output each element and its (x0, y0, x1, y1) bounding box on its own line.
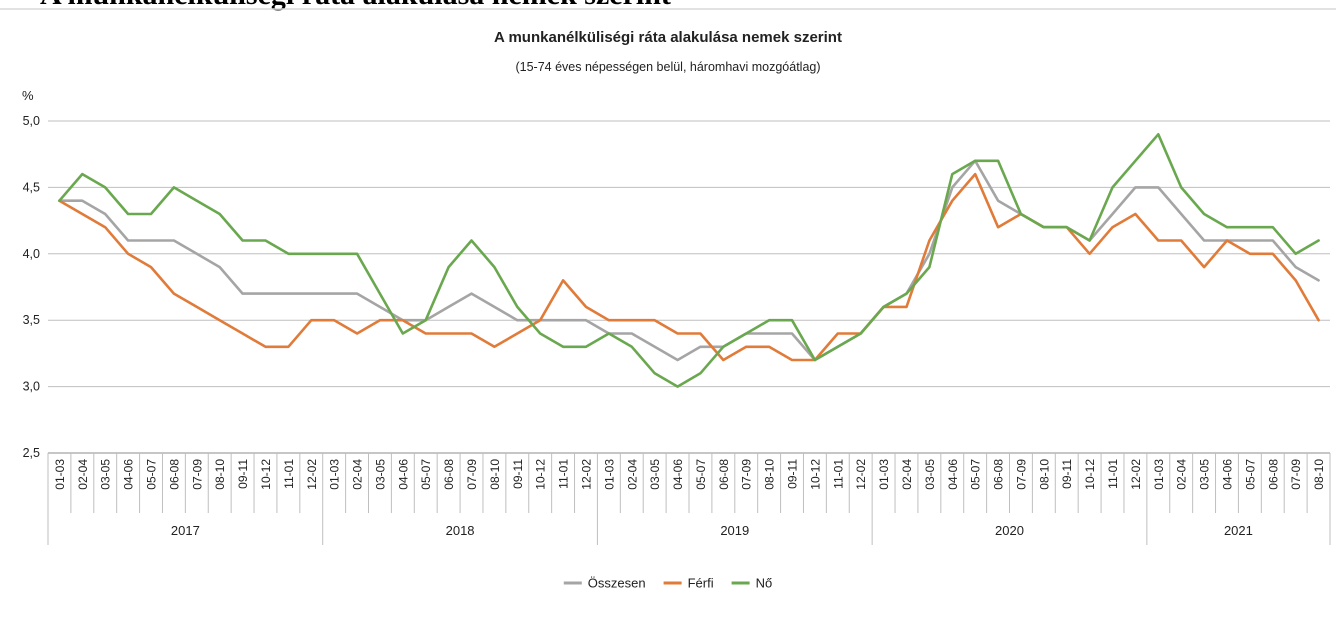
year-label: 2019 (720, 523, 749, 538)
year-label: 2018 (446, 523, 475, 538)
x-tick-label: 08-10 (763, 459, 777, 490)
x-tick-label: 09-11 (786, 459, 800, 489)
x-tick-label: 02-04 (900, 459, 914, 490)
x-tick-label: 09-11 (236, 459, 250, 489)
x-tick-label: 11-01 (1106, 459, 1120, 489)
y-tick-label: 3,0 (23, 380, 40, 394)
x-tick-label: 05-07 (1243, 459, 1257, 490)
x-tick-label: 04-06 (122, 459, 136, 490)
year-label: 2021 (1224, 523, 1253, 538)
x-tick-label: 07-09 (190, 459, 204, 490)
x-tick-label: 04-06 (396, 459, 410, 490)
x-tick-label: 06-08 (992, 459, 1006, 490)
y-tick-labels: 2,5 3,0 3,5 4,0 4,5 5,0 (23, 114, 40, 460)
y-tick-label: 5,0 (23, 114, 40, 128)
x-tick-label: 02-04 (625, 459, 639, 490)
x-tick-label: 05-07 (145, 459, 159, 490)
legend-label: Összesen (588, 576, 646, 591)
x-tick-label: 07-09 (1014, 459, 1028, 490)
x-tick-label: 03-05 (373, 459, 387, 490)
x-tick-label: 07-09 (1289, 459, 1303, 490)
y-tick-label: 4,5 (23, 180, 40, 194)
x-tick-label: 02-04 (1175, 459, 1189, 490)
x-tick-label: 10-12 (1083, 459, 1097, 490)
x-tick-label: 05-07 (419, 459, 433, 490)
series-lines (58, 133, 1320, 388)
x-tick-label: 05-07 (969, 459, 983, 490)
x-tick-label: 07-09 (465, 459, 479, 490)
x-tick-label: 11-01 (282, 459, 296, 489)
x-tick-label: 09-11 (511, 459, 525, 489)
chart-title: A munkanélküliségi ráta alakulása nemek … (494, 29, 842, 46)
x-tick-label: 01-03 (328, 459, 342, 490)
x-tick-label: 08-10 (1037, 459, 1051, 490)
legend-label: Nő (756, 576, 773, 591)
x-tick-label: 02-04 (76, 459, 90, 490)
x-tick-label: 04-06 (1221, 459, 1235, 490)
series-line (58, 159, 1320, 362)
year-label: 2017 (171, 523, 200, 538)
x-tick-label: 08-10 (488, 459, 502, 490)
year-label: 2020 (995, 523, 1024, 538)
x-tick-label: 12-02 (580, 459, 594, 490)
y-tick-label: 3,5 (23, 313, 40, 327)
x-tick-label: 11-01 (557, 459, 571, 489)
x-tick-label: 01-03 (1152, 459, 1166, 490)
series-line (58, 172, 1320, 362)
y-axis-label: % (22, 88, 34, 103)
gridlines (48, 120, 1330, 454)
x-tick-label: 09-11 (1060, 459, 1074, 489)
x-tick-label: 08-10 (213, 459, 227, 490)
x-tick-label: 02-04 (351, 459, 365, 490)
x-tick-label: 06-08 (1266, 459, 1280, 490)
x-tick-label: 10-12 (808, 459, 822, 490)
x-tick-label: 12-02 (854, 459, 868, 490)
x-tick-label: 07-09 (740, 459, 754, 490)
x-tick-label: 12-02 (305, 459, 319, 490)
x-tick-label: 01-03 (602, 459, 616, 490)
x-tick-label: 04-06 (946, 459, 960, 490)
x-tick-label: 01-03 (877, 459, 891, 490)
x-tick-label: 12-02 (1129, 459, 1143, 490)
x-tick-label: 11-01 (831, 459, 845, 489)
x-axis: 01-03 02-04 03-05 04-06 05-07 06-08 07-09 08-10… (47, 453, 1331, 545)
legend: Összesen Férfi Nő (563, 576, 773, 591)
x-tick-label: 06-08 (717, 459, 731, 490)
y-tick-label: 4,0 (23, 247, 40, 261)
x-tick-label: 03-05 (1198, 459, 1212, 490)
chart-subtitle: (15-74 éves népességen belül, háromhavi … (515, 60, 820, 74)
x-tick-label: 04-06 (671, 459, 685, 490)
x-tick-label: 06-08 (442, 459, 456, 490)
x-tick-label: 06-08 (167, 459, 181, 490)
x-tick-label: 03-05 (99, 459, 113, 490)
x-tick-label: 08-10 (1312, 459, 1326, 490)
x-tick-label: 03-05 (648, 459, 662, 490)
x-tick-label: 10-12 (259, 459, 273, 490)
x-tick-label: 10-12 (534, 459, 548, 490)
x-tick-label: 03-05 (923, 459, 937, 490)
x-tick-label: 01-03 (53, 459, 67, 490)
y-tick-label: 2,5 (23, 446, 40, 460)
page-heading: A munkanélküliségi ráta alakulása nemek … (40, 0, 671, 12)
legend-label: Férfi (688, 576, 714, 591)
x-tick-label: 05-07 (694, 459, 708, 490)
series-line (58, 133, 1320, 388)
